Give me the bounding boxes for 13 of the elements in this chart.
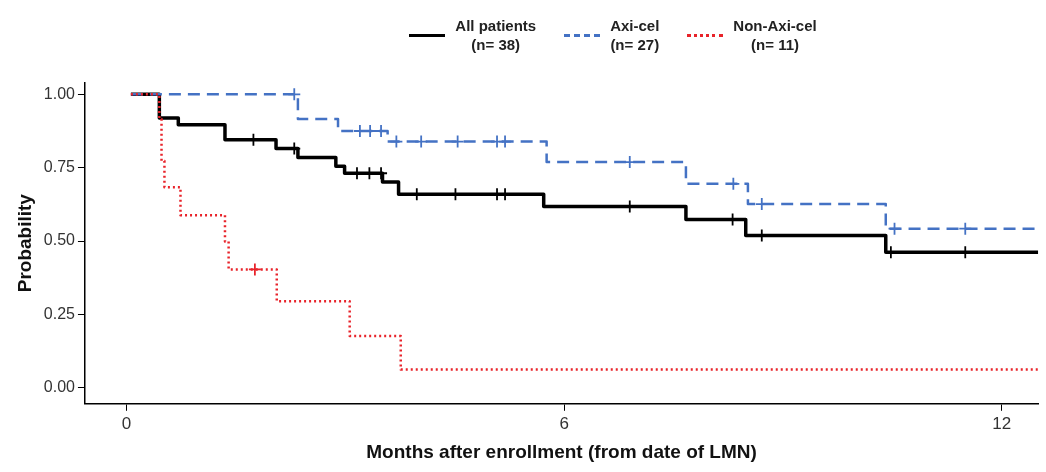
legend-label: All patients (n= 38) xyxy=(455,16,537,54)
x-tick-label: 0 xyxy=(121,413,132,433)
x-axis-title: Months after enrollment (from date of LMN) xyxy=(366,440,757,462)
y-tick-label: 1.00 xyxy=(43,84,76,102)
legend-label: Axi-cel (n= 27) xyxy=(610,16,660,54)
y-axis-title: Probability xyxy=(13,193,35,293)
x-tick-label: 6 xyxy=(559,413,569,433)
y-tick-label: 0.00 xyxy=(43,378,76,396)
legend-label: Non-Axi-cel (n= 11) xyxy=(733,16,817,54)
x-tick-label: 12 xyxy=(992,413,1012,433)
y-tick-label: 0.75 xyxy=(43,158,76,176)
y-tick-label: 0.50 xyxy=(43,231,76,249)
y-tick-label: 0.25 xyxy=(43,304,76,322)
